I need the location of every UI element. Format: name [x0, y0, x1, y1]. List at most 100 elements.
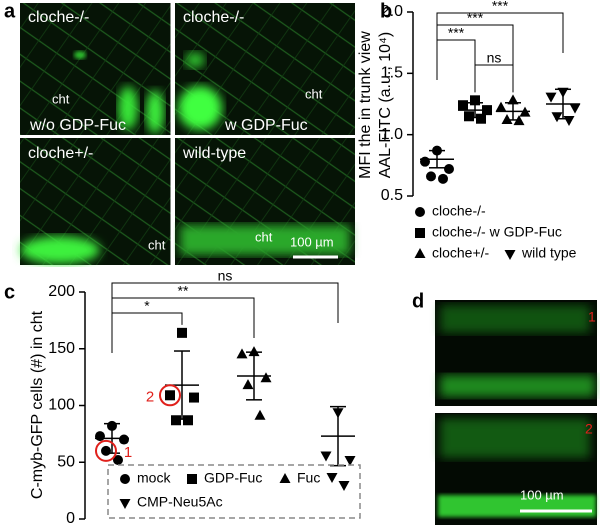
- image-title: cloche+/-: [28, 145, 93, 162]
- data-point: [101, 445, 111, 456]
- significance-label: ***: [467, 10, 484, 26]
- panel-label: c: [4, 281, 15, 303]
- scale-bar-label: 100 µm: [520, 487, 564, 502]
- data-point: [545, 92, 557, 103]
- legend-marker: [414, 248, 426, 258]
- data-point: [444, 164, 454, 175]
- y-tick-label: 200: [48, 283, 75, 300]
- legend-label: GDP-Fuc: [204, 470, 262, 486]
- fluorescence: [438, 495, 596, 517]
- significance-bracket: [111, 312, 183, 353]
- region-label: cht: [148, 237, 166, 252]
- data-point: [242, 379, 254, 390]
- image-title: wild-type: [182, 145, 246, 162]
- data-point: [476, 113, 486, 124]
- legend-marker: [119, 499, 131, 509]
- data-point: [426, 171, 436, 182]
- data-point: [236, 348, 248, 359]
- image-number: 1: [588, 309, 596, 325]
- micrograph-grid: [20, 3, 355, 265]
- data-point: [183, 415, 193, 426]
- y-axis-label: AAL-FITC (a.u., 10⁴): [377, 32, 394, 178]
- legend-label: wild type: [521, 245, 577, 261]
- data-point: [495, 101, 507, 112]
- data-point: [438, 173, 448, 184]
- scale-bar-label: 100 µm: [290, 234, 334, 249]
- significance-label: ns: [487, 50, 502, 66]
- y-axis-label: MFI the in trunk view: [357, 31, 374, 179]
- fluorescence: [178, 86, 222, 130]
- y-tick-label: 0: [66, 510, 75, 527]
- y-tick-label: 1.5: [381, 65, 403, 82]
- fluorescence: [180, 225, 350, 255]
- image-number: 2: [585, 421, 593, 437]
- data-point: [320, 451, 332, 462]
- data-point: [95, 431, 105, 442]
- significance-label: ***: [492, 0, 509, 14]
- data-point: [171, 415, 181, 426]
- data-point: [113, 454, 123, 465]
- significance-label: *: [144, 298, 150, 314]
- y-tick-label: 0.5: [381, 187, 403, 204]
- data-point: [501, 113, 513, 124]
- data-point: [569, 103, 581, 114]
- fluorescence: [185, 52, 205, 68]
- legend-label: cloche+/-: [432, 245, 490, 261]
- data-point: [420, 156, 430, 167]
- y-tick-label: 100: [48, 397, 75, 414]
- data-point: [260, 372, 272, 383]
- legend-marker: [187, 474, 197, 484]
- panel-label: b: [380, 0, 392, 22]
- significance-bracket: [436, 39, 476, 80]
- data-point: [165, 390, 175, 401]
- legend-marker: [415, 228, 425, 238]
- fluorescence: [440, 375, 595, 397]
- legend-label: cloche-/- w GDP-Fuc: [432, 224, 562, 240]
- highlight-ring: [159, 384, 181, 407]
- data-point: [458, 100, 468, 111]
- fluorescence: [440, 418, 590, 458]
- data-point: [189, 392, 199, 403]
- significance-bracket: [474, 64, 514, 93]
- region-label: cht: [305, 86, 323, 101]
- data-point: [507, 94, 519, 105]
- data-point: [563, 115, 575, 126]
- legend-marker: [415, 207, 425, 217]
- data-point: [119, 434, 129, 445]
- legend-marker: [120, 474, 130, 484]
- image-caption: w/o GDP-Fuc: [29, 117, 126, 134]
- legend-label: Fuc: [297, 470, 320, 486]
- annotation: 1: [124, 444, 132, 461]
- data-point: [551, 112, 563, 123]
- y-tick-label: 1.0: [381, 126, 403, 143]
- image-title: cloche-/-: [28, 9, 89, 26]
- fluorescence: [20, 236, 100, 264]
- legend-label: mock: [137, 470, 171, 486]
- significance-label: **: [178, 283, 189, 299]
- fluorescence: [146, 90, 164, 134]
- image-caption: w GDP-Fuc: [224, 117, 308, 134]
- data-point: [470, 95, 480, 106]
- data-point: [326, 473, 338, 484]
- data-point: [248, 346, 260, 357]
- fluorescence: [118, 86, 138, 130]
- y-tick-label: 50: [57, 453, 75, 470]
- y-axis-label: C-myb-GFP cells (#) in cht: [29, 310, 46, 499]
- region-label: cht: [255, 229, 273, 244]
- y-tick-label: 150: [48, 340, 75, 357]
- data-point: [338, 480, 350, 491]
- data-point: [254, 409, 266, 420]
- data-point: [344, 455, 356, 466]
- panel-label: a: [4, 0, 16, 22]
- micrograph-column: [435, 300, 597, 525]
- legend-marker: [279, 473, 291, 483]
- fluorescence: [74, 51, 86, 59]
- legend-label: CMP-Neu5Ac: [137, 494, 223, 510]
- image-title: cloche-/-: [183, 9, 244, 26]
- region-label: cht: [52, 91, 70, 106]
- annotation: 2: [146, 388, 154, 405]
- highlight-ring: [95, 439, 117, 462]
- fluorescence: [440, 305, 590, 333]
- y-tick-label: 2.0: [381, 3, 403, 20]
